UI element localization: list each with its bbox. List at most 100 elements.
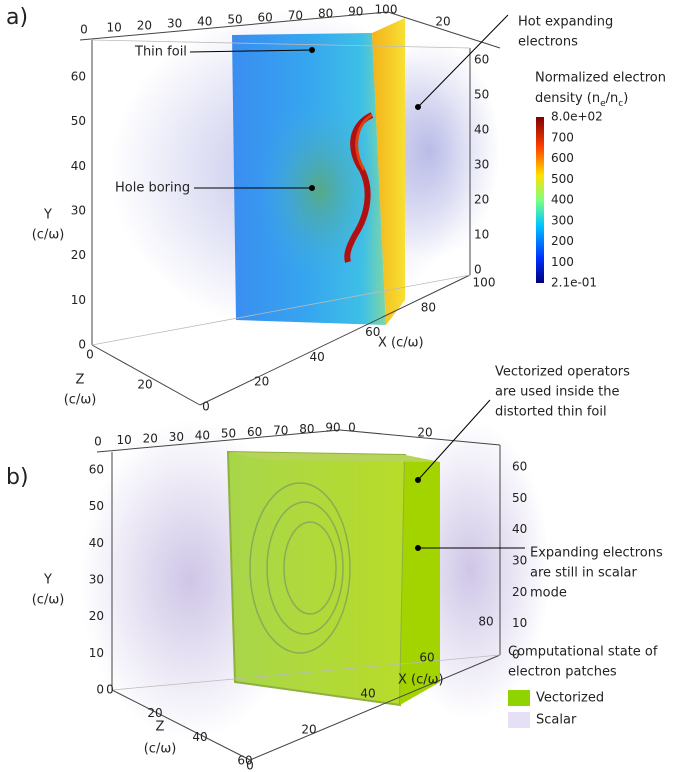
z-axis-title: (c/ω) bbox=[144, 742, 177, 757]
annotation: Hot expanding bbox=[518, 15, 613, 30]
legend-swatch bbox=[508, 712, 530, 728]
y-tick-label: 40 bbox=[71, 159, 86, 173]
top-tick-label: 0 bbox=[94, 435, 102, 449]
y-axis-title: (c/ω) bbox=[32, 228, 65, 243]
y-axis-title: Y bbox=[43, 573, 52, 588]
annotation: Vectorized operators bbox=[495, 365, 630, 380]
axes-a bbox=[79, 11, 501, 406]
colorbar-tick-label: 400 bbox=[551, 193, 574, 207]
x-tick-label: 60 bbox=[365, 325, 380, 339]
top-right-tick-label: 0 bbox=[348, 421, 356, 435]
colorbar-tick-label: 700 bbox=[551, 130, 574, 144]
top-tick-label: 30 bbox=[167, 17, 182, 31]
y-axis-title: Y bbox=[43, 208, 52, 223]
volume-a bbox=[110, 10, 500, 330]
annotation: are still in scalar bbox=[530, 566, 637, 581]
z-tick-label: 0 bbox=[106, 683, 114, 697]
x-tick-label: 20 bbox=[254, 375, 269, 389]
annotation: distorted thin foil bbox=[495, 405, 607, 420]
y-tick-label: 10 bbox=[71, 293, 86, 307]
x-tick-label: 100 bbox=[473, 276, 496, 290]
colorbar-tick-label: 8.0e+02 bbox=[551, 110, 603, 124]
legend-title: Computational state of bbox=[508, 645, 658, 660]
colorbar-title-part: e bbox=[600, 99, 606, 109]
colorbar-title-part: density (n bbox=[535, 91, 600, 106]
colorbar-tick-label: 300 bbox=[551, 213, 574, 227]
legend-title: electron patches bbox=[508, 665, 617, 680]
y-tick-label: 50 bbox=[512, 491, 527, 505]
leaders bbox=[189, 14, 525, 551]
colorbar-title-part: c bbox=[618, 99, 623, 109]
x-tick-label: 0 bbox=[202, 400, 210, 414]
top-tick-label: 100 bbox=[375, 3, 398, 17]
annotation: are used inside the bbox=[495, 385, 620, 400]
y-tick-label: 40 bbox=[512, 522, 527, 536]
panel-label: b) bbox=[6, 465, 29, 490]
top-tick-label: 50 bbox=[221, 427, 236, 441]
top-right-tick-label: 20 bbox=[435, 15, 450, 29]
top-tick-label: 0 bbox=[80, 23, 88, 37]
annotation: electrons bbox=[518, 35, 578, 50]
volume-b bbox=[80, 420, 550, 740]
y-tick-label: 30 bbox=[512, 554, 527, 568]
colorbar-tick-label: 600 bbox=[551, 151, 574, 165]
y-tick-label: 40 bbox=[474, 123, 489, 137]
y-tick-label: 60 bbox=[474, 53, 489, 67]
top-tick-label: 80 bbox=[299, 422, 314, 436]
y-tick-label: 10 bbox=[512, 616, 527, 630]
legend-label: Scalar bbox=[536, 713, 577, 728]
y-tick-label: 40 bbox=[89, 536, 104, 550]
y-tick-label: 50 bbox=[71, 114, 86, 128]
z-tick-label: 40 bbox=[192, 730, 207, 744]
colorbar-tick-label: 100 bbox=[551, 255, 574, 269]
colorbar-title: Normalized electron bbox=[535, 71, 666, 86]
z-tick-label: 0 bbox=[86, 348, 94, 362]
top-tick-label: 40 bbox=[195, 428, 210, 442]
colorbar-title-part: /n bbox=[606, 91, 619, 106]
z-tick-label: 60 bbox=[237, 754, 252, 768]
legend-swatch bbox=[508, 690, 530, 706]
y-tick-label: 0 bbox=[474, 263, 482, 277]
annotation: Hole boring bbox=[115, 181, 190, 196]
colorbar bbox=[536, 117, 544, 283]
y-tick-label: 20 bbox=[71, 248, 86, 262]
colorbar-title-part: ) bbox=[623, 91, 628, 106]
z-axis-title: Z bbox=[156, 720, 165, 735]
top-tick-label: 30 bbox=[169, 430, 184, 444]
y-tick-label: 30 bbox=[71, 204, 86, 218]
z-tick-label: 20 bbox=[147, 706, 162, 720]
legend-label: Vectorized bbox=[536, 691, 604, 706]
top-tick-label: 40 bbox=[197, 15, 212, 29]
y-tick-label: 60 bbox=[89, 463, 104, 477]
y-tick-label: 20 bbox=[512, 585, 527, 599]
y-tick-label: 60 bbox=[71, 70, 86, 84]
top-tick-label: 20 bbox=[137, 19, 152, 33]
y-tick-label: 20 bbox=[474, 193, 489, 207]
panel-label: a) bbox=[6, 5, 28, 30]
y-tick-label: 10 bbox=[89, 646, 104, 660]
z-axis-title: (c/ω) bbox=[64, 393, 97, 408]
annotation: Thin foil bbox=[134, 45, 187, 60]
y-axis-title: (c/ω) bbox=[32, 593, 65, 608]
x-axis-title: X (c/ω) bbox=[398, 673, 444, 688]
top-tick-label: 10 bbox=[116, 433, 131, 447]
top-tick-label: 80 bbox=[318, 7, 333, 21]
y-tick-label: 20 bbox=[89, 609, 104, 623]
x-tick-label: 40 bbox=[310, 350, 325, 364]
top-tick-label: 60 bbox=[258, 11, 273, 25]
axes-b bbox=[96, 429, 501, 761]
top-right-tick-label: 20 bbox=[417, 426, 432, 440]
x-tick-label: 60 bbox=[419, 651, 434, 665]
z-axis-title: Z bbox=[76, 373, 85, 388]
x-tick-label: 80 bbox=[421, 300, 436, 314]
top-tick-label: 70 bbox=[288, 9, 303, 23]
top-tick-label: 50 bbox=[227, 13, 242, 27]
x-axis-title: X (c/ω) bbox=[378, 336, 424, 351]
top-tick-label: 90 bbox=[348, 5, 363, 19]
top-tick-label: 20 bbox=[143, 431, 158, 445]
top-tick-label: 10 bbox=[107, 21, 122, 35]
colorbar-tick-label: 2.1e-01 bbox=[551, 276, 597, 290]
top-tick-label: 70 bbox=[273, 424, 288, 438]
